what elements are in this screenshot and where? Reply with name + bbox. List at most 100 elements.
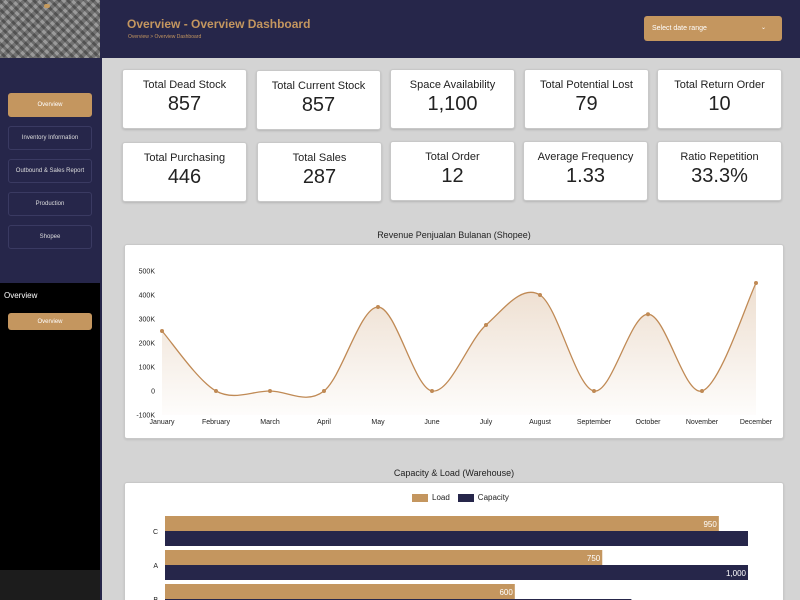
sidebar-item-production[interactable]: Production xyxy=(8,192,92,216)
logo-mark xyxy=(44,4,50,8)
revenue-point xyxy=(376,305,380,309)
stat-value: 857 xyxy=(301,94,336,116)
stat-card-total-dead-stock: Total Dead Stock 857 xyxy=(122,69,247,129)
y-tick-label: -100K xyxy=(136,413,155,420)
stat-card-ratio-repetition: Ratio Repetition 33.3% xyxy=(657,141,782,201)
sidebar-item-overview[interactable]: Overview xyxy=(8,93,92,117)
stat-value: 1.33 xyxy=(566,165,605,187)
x-tick-label: December xyxy=(740,419,773,426)
y-tick-label: 200K xyxy=(139,341,156,348)
x-tick-label: October xyxy=(636,419,662,426)
sidebar-nav: Overview Inventory Information Outbound … xyxy=(0,58,100,283)
page-header: Overview - Overview Dashboard Overview >… xyxy=(100,0,800,58)
legend-swatch-capacity xyxy=(457,493,474,502)
stat-card-total-current-stock: Total Current Stock 857 xyxy=(256,70,381,130)
sidebar: Overview Inventory Information Outbound … xyxy=(0,0,100,600)
category-label: C xyxy=(153,529,158,536)
legend-label-load: Load xyxy=(432,493,450,502)
stat-value: 446 xyxy=(167,166,202,188)
revenue-chart-panel: 500K 400K 300K 200K 100K 0 -100K January Februar… xyxy=(124,244,784,439)
revenue-point xyxy=(700,389,704,393)
stat-value: 12 xyxy=(441,165,464,187)
x-tick-label: June xyxy=(424,419,439,426)
x-tick-label: November xyxy=(686,419,719,426)
stat-value: 10 xyxy=(708,93,731,115)
bar-load xyxy=(165,550,603,565)
page-title: Overview - Overview Dashboard xyxy=(127,17,311,31)
bar-value-label: 950 xyxy=(703,520,717,529)
legend-item-capacity[interactable]: Capacity xyxy=(457,493,509,502)
legend-item-load[interactable]: Load xyxy=(412,493,450,502)
y-tick-label: 500K xyxy=(139,269,156,276)
stat-label: Total Current Stock xyxy=(271,80,366,92)
bar-value-label: 750 xyxy=(587,554,601,563)
stat-value: 857 xyxy=(167,93,202,115)
sidebar-item-inventory-information[interactable]: Inventory Information xyxy=(8,126,92,150)
capacity-chart-panel: Load Capacity C 950 A 750 1,000 B 600 xyxy=(124,482,784,600)
revenue-point xyxy=(268,389,272,393)
category-label: A xyxy=(153,563,158,570)
breadcrumb: Overview > Overview Dashboard xyxy=(128,34,202,40)
revenue-point xyxy=(484,323,488,327)
stat-card-average-frequency: Average Frequency 1.33 xyxy=(523,141,648,201)
stat-card-total-order: Total Order 12 xyxy=(390,141,515,201)
bar-capacity xyxy=(165,531,748,546)
chevron-down-icon: ⌄ xyxy=(760,25,766,31)
content-border xyxy=(100,58,102,600)
sidebar-submenu: Overview Overview xyxy=(0,283,100,573)
legend-swatch-load xyxy=(412,493,428,502)
stat-label: Total Order xyxy=(425,151,480,163)
stat-label: Total Purchasing xyxy=(143,152,226,164)
stat-card-total-purchasing: Total Purchasing 446 xyxy=(122,142,247,202)
revenue-point xyxy=(214,389,218,393)
stat-label: Total Sales xyxy=(292,152,347,164)
stat-label: Ratio Repetition xyxy=(680,151,759,163)
category-label: B xyxy=(153,597,158,600)
bar-value-label: 1,000 xyxy=(726,569,747,578)
x-tick-label: February xyxy=(202,419,231,426)
submenu-item-overview[interactable]: Overview xyxy=(8,313,92,330)
sidebar-item-shopee[interactable]: Shopee xyxy=(8,225,92,249)
stat-card-total-potential-lost: Total Potential Lost 79 xyxy=(524,69,649,129)
date-range-placeholder: Select date range xyxy=(652,25,707,32)
revenue-point xyxy=(322,389,326,393)
stat-value: 33.3% xyxy=(691,165,748,187)
stat-label: Total Return Order xyxy=(674,79,765,91)
sidebar-footer xyxy=(0,570,100,600)
x-tick-label: May xyxy=(371,419,385,426)
revenue-point xyxy=(430,389,434,393)
x-tick-label: August xyxy=(529,419,551,426)
stat-label: Average Frequency xyxy=(537,151,634,163)
y-tick-label: 300K xyxy=(139,317,156,324)
y-tick-label: 100K xyxy=(139,365,156,372)
revenue-point xyxy=(538,293,542,297)
y-tick-label: 400K xyxy=(139,293,156,300)
legend-label-capacity: Capacity xyxy=(477,493,509,502)
x-tick-label: January xyxy=(150,419,175,426)
capacity-chart-title: Capacity & Load (Warehouse) xyxy=(393,468,515,478)
stat-card-total-return-order: Total Return Order 10 xyxy=(657,69,782,129)
stat-value: 1,100 xyxy=(427,93,478,115)
stat-value: 79 xyxy=(575,93,598,115)
x-tick-label: July xyxy=(480,419,493,426)
capacity-bar-chart: C 950 A 750 1,000 B 600 xyxy=(153,516,748,600)
stat-label: Total Dead Stock xyxy=(142,79,227,91)
bar-capacity xyxy=(165,565,748,580)
revenue-point xyxy=(592,389,596,393)
stat-card-total-sales: Total Sales 287 xyxy=(257,142,382,202)
stat-label: Space Availability xyxy=(409,79,496,91)
revenue-point xyxy=(754,281,758,285)
date-range-select[interactable]: Select date range ⌄ xyxy=(644,16,782,41)
bar-value-label: 600 xyxy=(499,588,513,597)
submenu-title: Overview xyxy=(4,291,38,300)
stat-value: 287 xyxy=(302,166,337,188)
bar-load xyxy=(165,516,719,531)
sidebar-item-outbound-sales-report[interactable]: Outbound & Sales Report xyxy=(8,159,92,183)
bar-load xyxy=(165,584,515,599)
x-tick-label: September xyxy=(577,419,612,426)
x-tick-label: April xyxy=(317,419,331,426)
capacity-chart-legend: Load Capacity xyxy=(412,493,517,502)
stat-card-space-availability: Space Availability 1,100 xyxy=(390,69,515,129)
stat-label: Total Potential Lost xyxy=(540,79,633,91)
